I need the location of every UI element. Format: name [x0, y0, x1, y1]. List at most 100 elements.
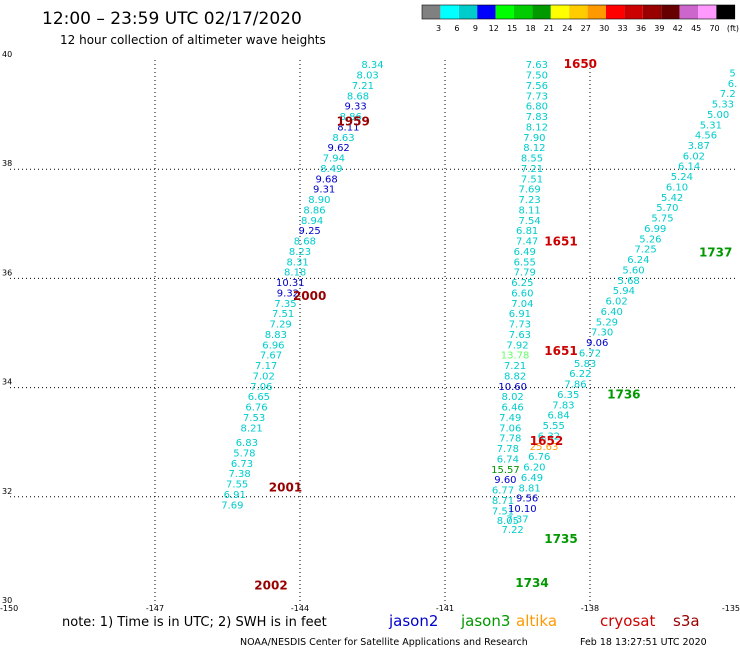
swh-point-cryosat: 7.49	[499, 413, 521, 424]
swh-point-cryosat: 7.23	[518, 195, 540, 206]
swh-point-s3a: 7.06	[250, 382, 272, 393]
swh-point-cryosat: 7.54	[518, 216, 540, 227]
time-label: 1735	[544, 532, 577, 546]
swh-point-cryosat: 7.21	[504, 361, 526, 372]
swh-point-jason3: 6.32	[538, 431, 560, 442]
swh-point-jason3: 7.83	[552, 400, 574, 411]
swh-point-s3a: 8.63	[332, 133, 354, 144]
satellite-label-jason2: jason2	[388, 612, 438, 630]
swh-point-jason3: 5.83	[574, 359, 596, 370]
swh-point-cryosat: 8.12	[526, 122, 548, 133]
swh-point-s3a: 8.68	[294, 237, 316, 248]
swh-point-cryosat: 6.81	[516, 226, 538, 237]
color-scale-label: (ft)	[727, 24, 739, 33]
color-swatch	[642, 5, 662, 19]
swh-point-cryosat: 6.60	[511, 288, 533, 299]
swh-point-jason3: 5.00	[707, 110, 729, 121]
swh-point-jason3: 25.63	[530, 442, 559, 453]
swh-point-s3a: 8.11	[337, 122, 359, 133]
swh-point-s3a: 8.18	[284, 268, 306, 279]
swh-point-s3a: 6.91	[224, 490, 246, 501]
swh-point-jason3: 7.37	[506, 514, 528, 525]
y-tick-label: 32	[2, 487, 12, 496]
swh-point-cryosat: 6.74	[497, 454, 519, 465]
swh-point-jason3: 3.87	[688, 141, 710, 152]
data-points: 8.348.037.218.689.338.868.118.639.627.94…	[221, 60, 737, 536]
color-scale-label: 36	[636, 24, 646, 33]
swh-point-cryosat: 6.55	[514, 257, 536, 268]
swh-point-jason3: 9.06	[586, 338, 608, 349]
swh-point-cryosat: 8.55	[521, 154, 543, 165]
swh-point-s3a: 10.31	[276, 278, 305, 289]
swh-point-cryosat: 10.60	[498, 382, 527, 393]
swh-point-s3a: 9.33	[344, 102, 366, 113]
swh-point-cryosat: 8.02	[502, 392, 524, 403]
swh-point-jason3: 6.	[728, 79, 738, 90]
time-label: 1651	[544, 344, 577, 358]
swh-point-s3a: 7.21	[352, 81, 374, 92]
swh-point-jason3: 5.26	[639, 234, 661, 245]
x-tick-label: -141	[436, 604, 454, 613]
color-swatch	[550, 5, 570, 19]
swh-point-cryosat: 6.77	[492, 486, 514, 497]
color-scale-label: 21	[544, 24, 554, 33]
swh-point-jason3: 6.10	[666, 182, 688, 193]
swh-point-s3a: 8.03	[357, 71, 379, 82]
swh-point-cryosat: 7.21	[521, 164, 543, 175]
color-scale-label: 33	[617, 24, 627, 33]
swh-point-s3a: 8.23	[289, 247, 311, 258]
swh-point-jason3: 5.94	[613, 286, 635, 297]
swh-point-jason3: 10.10	[508, 504, 537, 515]
swh-point-s3a: 7.38	[228, 469, 250, 480]
color-bar-border	[421, 4, 736, 20]
swh-point-jason3: 5.55	[543, 421, 565, 432]
swh-point-jason3: 6.49	[521, 473, 543, 484]
swh-point-s3a: 8.86	[340, 112, 362, 123]
swh-point-jason3: 6.99	[644, 224, 666, 235]
swh-point-s3a: 8.90	[308, 195, 330, 206]
time-label: 1736	[607, 388, 640, 402]
swh-point-cryosat: 8.11	[518, 205, 540, 216]
time-label: 1734	[515, 576, 548, 590]
swh-point-jason3: 7.2	[720, 89, 736, 100]
color-scale-label: 24	[562, 24, 572, 33]
swh-point-s3a: 8.34	[361, 60, 383, 71]
swh-point-cryosat: 7.47	[516, 237, 538, 248]
swh-point-cryosat: 7.78	[499, 434, 521, 445]
swh-point-jason3: 6.02	[605, 297, 627, 308]
swh-point-cryosat: 7.78	[497, 444, 519, 455]
color-scale-label: 15	[507, 24, 517, 33]
swh-point-s3a: 9.25	[299, 226, 321, 237]
color-swatch	[698, 5, 717, 19]
color-swatch	[661, 5, 680, 19]
x-tick-label: -150	[0, 604, 18, 613]
swh-point-cryosat: 7.73	[509, 320, 531, 331]
swh-point-cryosat: 7.92	[506, 340, 528, 351]
swh-point-s3a: 7.55	[226, 480, 248, 491]
x-tick-label: -147	[146, 604, 164, 613]
swh-point-cryosat: 7.56	[526, 81, 548, 92]
swh-point-jason3: 5.75	[651, 214, 673, 225]
color-scale-label: 45	[691, 24, 701, 33]
axis-ticks: -150 -147 -144 -141 -138 -135 40 38 36 34 32 30	[0, 50, 740, 613]
color-swatch	[606, 5, 625, 19]
swh-point-cryosat: 6.46	[502, 403, 524, 414]
color-swatch	[495, 5, 514, 19]
x-tick-label: -138	[581, 604, 599, 613]
swh-point-cryosat: 9.60	[494, 475, 516, 486]
time-label: 2000	[293, 289, 326, 303]
color-scale-label: 3	[436, 24, 441, 33]
swh-point-s3a: 7.53	[243, 413, 265, 424]
swh-point-jason3: 5.60	[622, 265, 644, 276]
swh-point-jason3: 5.42	[661, 193, 683, 204]
swh-point-jason3: 7.30	[591, 328, 613, 339]
time-labels: 1650 1959 1651 1737 2000 1651 1736 1652 2001 1735…	[254, 57, 732, 592]
color-scale-label: 18	[525, 24, 535, 33]
swh-point-s3a: 6.76	[245, 403, 267, 414]
swh-point-jason3: 6.76	[528, 452, 550, 463]
swh-point-s3a: 6.83	[236, 438, 258, 449]
swh-point-jason3: 5.24	[671, 172, 693, 183]
swh-point-cryosat: 7.73	[526, 91, 548, 102]
x-tick-label: -144	[291, 604, 309, 613]
footer-timestamp: Feb 18 13:27:51 UTC 2020	[580, 637, 707, 648]
